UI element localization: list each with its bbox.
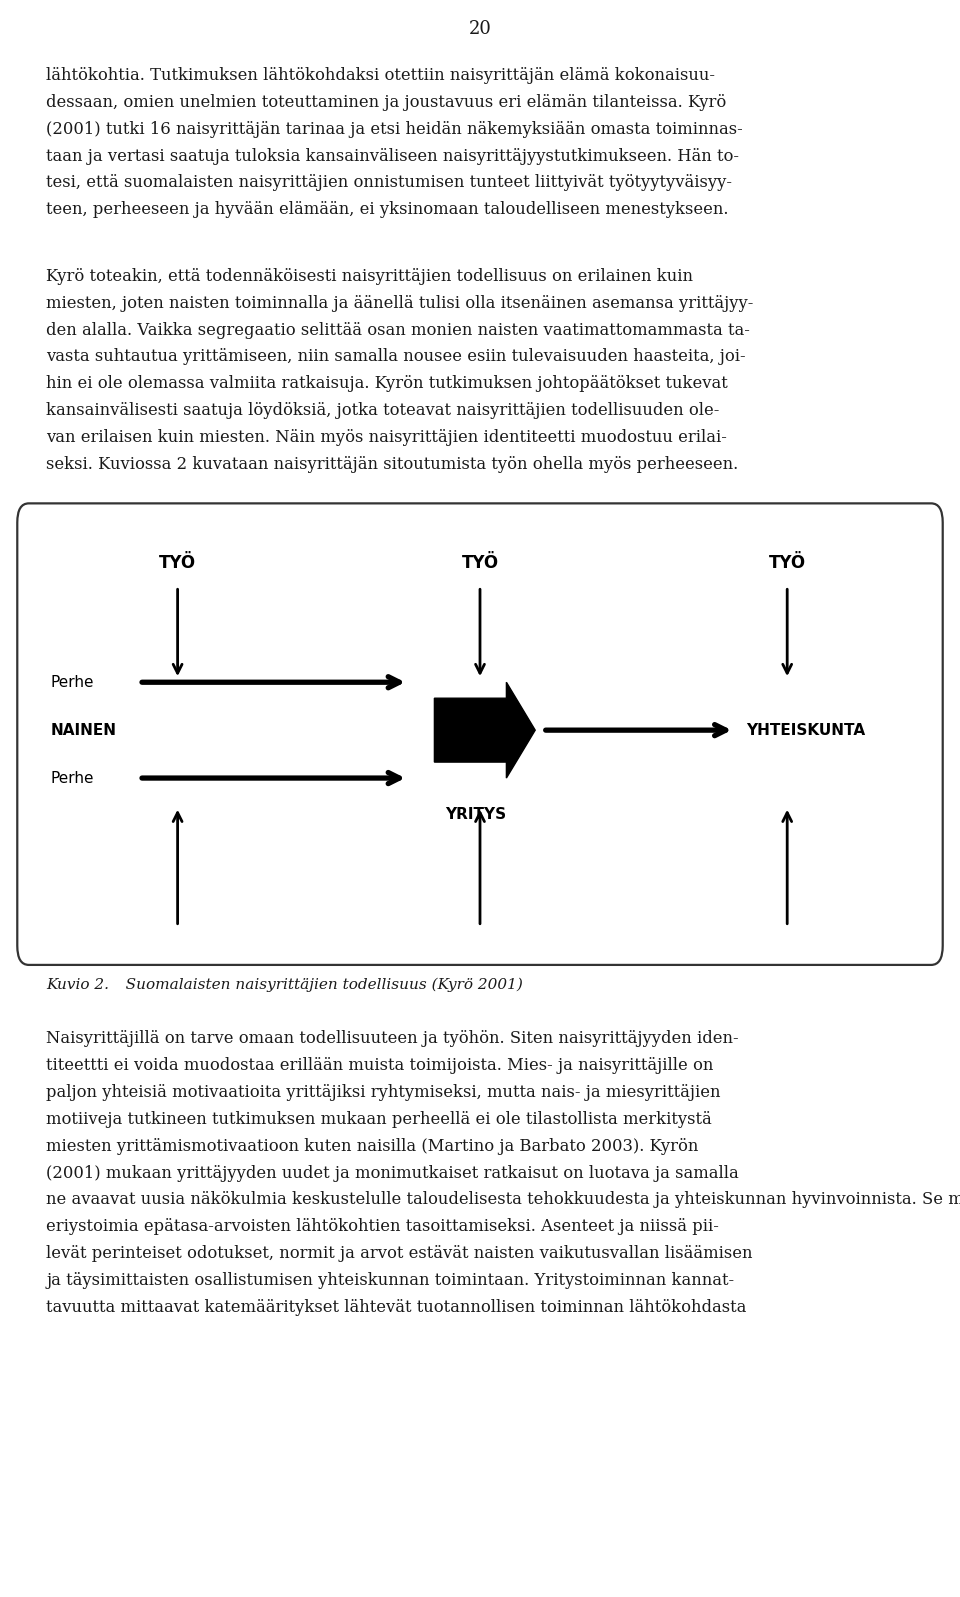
Text: levät perinteiset odotukset, normit ja arvot estävät naisten vaikutusvallan lisä: levät perinteiset odotukset, normit ja a… xyxy=(46,1246,753,1262)
Text: ne avaavat uusia näkökulmia keskustelulle taloudelisesta tehokkuudesta ja yhteis: ne avaavat uusia näkökulmia keskustelull… xyxy=(46,1191,960,1209)
Text: titeettti ei voida muodostaa erillään muista toimijoista. Mies- ja naisyrittäjil: titeettti ei voida muodostaa erillään mu… xyxy=(46,1057,713,1075)
Text: motiiveja tutkineen tutkimuksen mukaan perheellä ei ole tilastollista merkitystä: motiiveja tutkineen tutkimuksen mukaan p… xyxy=(46,1112,711,1127)
Text: Kyrö toteakin, että todennäköisesti naisyrittäjien todellisuus on erilainen kuin: Kyrö toteakin, että todennäköisesti nais… xyxy=(46,268,693,284)
Text: kansainvälisesti saatuja löydöksiä, jotka toteavat naisyrittäjien todellisuuden : kansainvälisesti saatuja löydöksiä, jotk… xyxy=(46,402,719,418)
Text: Perhe: Perhe xyxy=(51,771,94,786)
Text: NAINEN: NAINEN xyxy=(51,723,117,738)
Text: miesten yrittämismotivaatioon kuten naisilla (Martino ja Barbato 2003). Kyrön: miesten yrittämismotivaatioon kuten nais… xyxy=(46,1137,699,1155)
Text: Naisyrittäjillä on tarve omaan todellisuuteen ja työhön. Siten naisyrittäjyyden : Naisyrittäjillä on tarve omaan todellisu… xyxy=(46,1030,738,1048)
Text: dessaan, omien unelmien toteuttaminen ja joustavuus eri elämän tilanteissa. Kyrö: dessaan, omien unelmien toteuttaminen ja… xyxy=(46,94,727,110)
Text: YRITYS: YRITYS xyxy=(444,806,506,822)
Text: den alalla. Vaikka segregaatio selittää osan monien naisten vaatimattomammasta t: den alalla. Vaikka segregaatio selittää … xyxy=(46,321,750,339)
Text: vasta suhtautua yrittämiseen, niin samalla nousee esiin tulevaisuuden haasteita,: vasta suhtautua yrittämiseen, niin samal… xyxy=(46,348,746,366)
Text: 20: 20 xyxy=(468,19,492,38)
Text: TYÖ: TYÖ xyxy=(159,554,196,572)
Text: taan ja vertasi saatuja tuloksia kansainväliseen naisyrittäjyystutkimukseen. Hän: taan ja vertasi saatuja tuloksia kansain… xyxy=(46,147,739,164)
Text: ja täysimittaisten osallistumisen yhteiskunnan toimintaan. Yritystoiminnan kanna: ja täysimittaisten osallistumisen yhteis… xyxy=(46,1271,734,1289)
Text: tavuutta mittaavat katemääritykset lähtevät tuotannollisen toiminnan lähtökohdas: tavuutta mittaavat katemääritykset lähte… xyxy=(46,1298,747,1316)
Text: tesi, että suomalaisten naisyrittäjien onnistumisen tunteet liittyivät työtyytyv: tesi, että suomalaisten naisyrittäjien o… xyxy=(46,174,732,192)
Text: van erilaisen kuin miesten. Näin myös naisyrittäjien identiteetti muodostuu eril: van erilaisen kuin miesten. Näin myös na… xyxy=(46,430,727,446)
Text: paljon yhteisiä motivaatioita yrittäjiksi ryhtymiseksi, mutta nais- ja miesyritt: paljon yhteisiä motivaatioita yrittäjiks… xyxy=(46,1084,721,1100)
Text: Kuvio 2.: Kuvio 2. xyxy=(46,977,109,992)
Text: seksi. Kuviossa 2 kuvataan naisyrittäjän sitoutumista työn ohella myös perheesee: seksi. Kuviossa 2 kuvataan naisyrittäjän… xyxy=(46,455,738,473)
Text: Perhe: Perhe xyxy=(51,676,94,690)
Text: miesten, joten naisten toiminnalla ja äänellä tulisi olla itsenäinen asemansa yr: miesten, joten naisten toiminnalla ja ää… xyxy=(46,295,754,311)
Polygon shape xyxy=(434,682,536,778)
Text: (2001) tutki 16 naisyrittäjän tarinaa ja etsi heidän näkemyksiään omasta toiminn: (2001) tutki 16 naisyrittäjän tarinaa ja… xyxy=(46,121,743,137)
Text: TYÖ: TYÖ xyxy=(769,554,805,572)
FancyBboxPatch shape xyxy=(17,503,943,965)
Text: TYÖ: TYÖ xyxy=(462,554,498,572)
Text: eriystoimia epätasa-arvoisten lähtökohtien tasoittamiseksi. Asenteet ja niissä p: eriystoimia epätasa-arvoisten lähtökohti… xyxy=(46,1219,719,1234)
Text: lähtökohtia. Tutkimuksen lähtökohdaksi otettiin naisyrittäjän elämä kokonaisuu-: lähtökohtia. Tutkimuksen lähtökohdaksi o… xyxy=(46,67,715,85)
Text: YHTEISKUNTA: YHTEISKUNTA xyxy=(746,723,865,738)
Text: hin ei ole olemassa valmiita ratkaisuja. Kyrön tutkimuksen johtopäätökset tukeva: hin ei ole olemassa valmiita ratkaisuja.… xyxy=(46,375,728,393)
Text: (2001) mukaan yrittäjyyden uudet ja monimutkaiset ratkaisut on luotava ja samall: (2001) mukaan yrittäjyyden uudet ja moni… xyxy=(46,1164,739,1182)
Text: teen, perheeseen ja hyvään elämään, ei yksinomaan taloudelliseen menestykseen.: teen, perheeseen ja hyvään elämään, ei y… xyxy=(46,201,729,219)
Text: Suomalaisten naisyrittäjien todellisuus (Kyrö 2001): Suomalaisten naisyrittäjien todellisuus … xyxy=(111,977,523,992)
